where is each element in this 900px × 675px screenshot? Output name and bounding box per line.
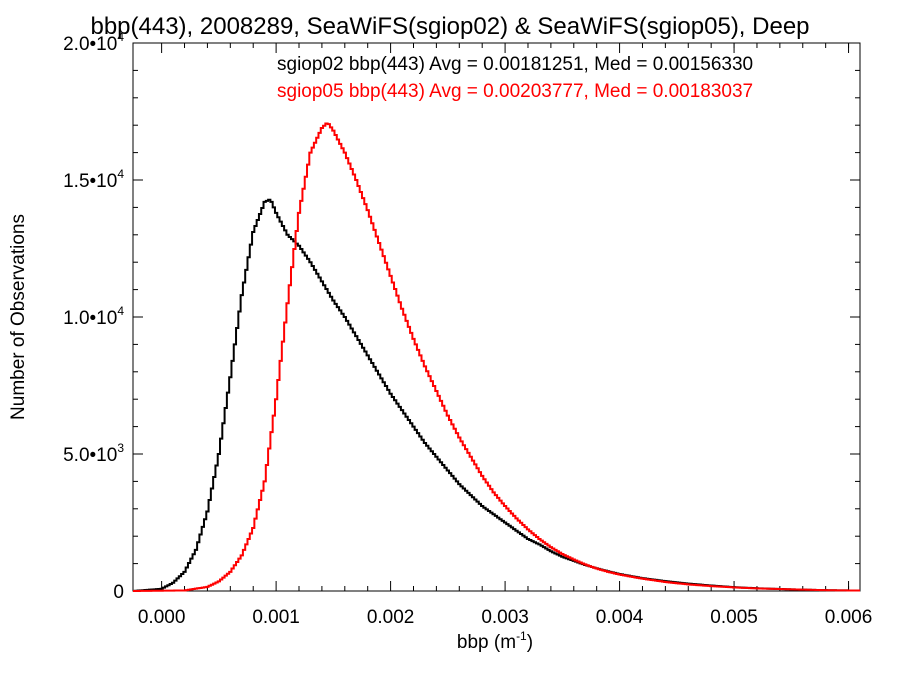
y-tick-label: 2.0•104 bbox=[63, 30, 124, 55]
series-sgiop02-line bbox=[133, 198, 860, 592]
chart-title: bbp(443), 2008289, SeaWiFS(sgiop02) & Se… bbox=[90, 13, 809, 40]
legend: sgiop02 bbp(443) Avg = 0.00181251, Med =… bbox=[277, 54, 753, 102]
legend-sgiop02: sgiop02 bbp(443) Avg = 0.00181251, Med =… bbox=[277, 54, 753, 75]
y-axis: 0 5.0•103 1.0•104 1.5•104 2.0•104 bbox=[63, 30, 860, 603]
y-axis-title: Number of Observations bbox=[8, 214, 29, 420]
y-tick-label: 1.0•104 bbox=[63, 304, 124, 329]
y-tick-label: 5.0•103 bbox=[63, 441, 124, 466]
series-group bbox=[133, 122, 860, 592]
plot-frame bbox=[132, 42, 861, 592]
x-axis-title: bbp (m-1) bbox=[457, 629, 533, 653]
legend-sgiop05: sgiop05 bbp(443) Avg = 0.00203777, Med =… bbox=[277, 81, 753, 102]
series-sgiop05-line bbox=[133, 122, 860, 592]
y-tick-label: 0 bbox=[113, 582, 124, 603]
y-tick-label: 1.5•104 bbox=[63, 167, 124, 192]
x-tick-label: 0.004 bbox=[596, 607, 644, 628]
x-tick-label: 0.001 bbox=[252, 607, 300, 628]
x-tick-label: 0.002 bbox=[367, 607, 415, 628]
x-tick-label: 0.003 bbox=[481, 607, 529, 628]
x-axis: 0.000 0.001 0.002 0.003 0.004 0.005 0.006 bbox=[138, 43, 872, 628]
x-tick-label: 0.005 bbox=[710, 607, 758, 628]
x-tick-label: 0.006 bbox=[825, 607, 873, 628]
x-tick-label: 0.000 bbox=[138, 607, 186, 628]
